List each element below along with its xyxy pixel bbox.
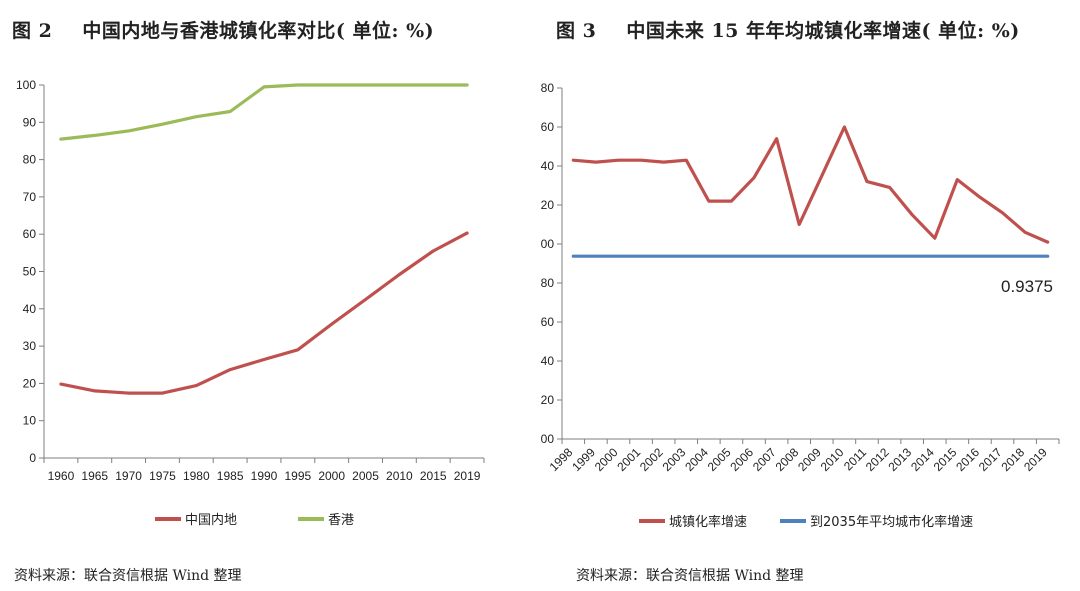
y-tick-label: 40 bbox=[23, 302, 37, 316]
x-tick-label: 1990 bbox=[251, 469, 278, 483]
y-tick-label: 1.60 bbox=[540, 120, 554, 134]
x-tick-label: 2010 bbox=[386, 469, 413, 483]
y-tick-label: 50 bbox=[23, 265, 37, 279]
series-line-1 bbox=[571, 125, 1050, 244]
y-tick-label: 0 bbox=[29, 451, 36, 465]
y-tick-label: 0.60 bbox=[540, 315, 554, 329]
left-title-text: 中国内地与香港城镇化率对比( 单位: %) bbox=[82, 20, 435, 42]
legend-label: 香港 bbox=[328, 513, 354, 528]
right-figure-title: 图 3 中国未来 15 年年均城镇化率增速( 单位: %) bbox=[556, 16, 1020, 43]
x-tick-label: 2001 bbox=[614, 445, 643, 474]
x-tick-label: 2000 bbox=[318, 469, 345, 483]
y-tick-label: 90 bbox=[23, 115, 37, 129]
x-tick-label: 1970 bbox=[115, 469, 142, 483]
y-tick-label: 1.80 bbox=[540, 81, 554, 95]
x-tick-label: 2005 bbox=[352, 469, 379, 483]
x-tick-label: 2003 bbox=[660, 445, 689, 474]
x-tick-label: 2016 bbox=[953, 445, 982, 474]
x-tick-label: 2010 bbox=[818, 445, 847, 474]
x-tick-label: 2002 bbox=[637, 445, 666, 474]
x-tick-label: 1965 bbox=[81, 469, 108, 483]
y-tick-label: 0.00 bbox=[540, 432, 554, 446]
series-line-1 bbox=[59, 231, 469, 395]
x-tick-label: 2018 bbox=[998, 445, 1027, 474]
left-chart: 0 10 20 30 40 50 60 70 80 90 100 1960 1965 1970 1975 19… bbox=[16, 78, 485, 528]
y-tick-label: 0.40 bbox=[540, 354, 554, 368]
left-figure-number: 图 2 bbox=[12, 20, 53, 42]
x-tick-label: 2019 bbox=[1021, 445, 1050, 474]
x-tick-label: 1975 bbox=[149, 469, 176, 483]
x-tick-label: 2005 bbox=[705, 445, 734, 474]
legend-label: 中国内地 bbox=[185, 512, 237, 528]
x-tick-label: 2019 bbox=[454, 469, 481, 483]
x-tick-label: 2000 bbox=[592, 445, 621, 474]
x-tick-label: 2014 bbox=[908, 445, 937, 474]
y-tick-label: 1.40 bbox=[540, 159, 554, 173]
x-tick-label: 1980 bbox=[183, 469, 210, 483]
left-panel: 图 2 中国内地与香港城镇化率对比( 单位: %) 0 10 20 30 40 50 60 70… bbox=[12, 16, 485, 584]
y-tick-label: 100 bbox=[16, 78, 36, 92]
x-tick-label: 1995 bbox=[284, 469, 311, 483]
x-tick-label: 1960 bbox=[48, 469, 75, 483]
x-tick-label: 1999 bbox=[569, 445, 598, 474]
series-line-2 bbox=[59, 83, 469, 141]
x-tick-label: 2007 bbox=[750, 445, 779, 474]
right-source-note: 资料来源：联合资信根据 Wind 整理 bbox=[576, 568, 804, 584]
legend-label: 到2035年平均城市化率增速 bbox=[810, 514, 973, 530]
y-tick-label: 0.80 bbox=[540, 276, 554, 290]
right-panel: 图 3 中国未来 15 年年均城镇化率增速( 单位: %) 0.9375 0.00… bbox=[540, 0, 1080, 591]
x-tick-label: 2017 bbox=[976, 445, 1005, 474]
left-source-note: 资料来源：联合资信根据 Wind 整理 bbox=[14, 568, 242, 584]
annotation-value-label: 0.9375 bbox=[1001, 277, 1053, 296]
x-tick-label: 2013 bbox=[885, 445, 914, 474]
left-figure-title: 图 2 中国内地与香港城镇化率对比( 单位: %) bbox=[12, 16, 434, 43]
y-tick-label: 1.00 bbox=[540, 237, 554, 251]
y-tick-label: 1.20 bbox=[540, 198, 554, 212]
right-figure-number: 图 3 bbox=[556, 20, 597, 42]
right-chart: 0.9375 0.00 0.20 0.40 0.60 0.80 1.00 1.20 1.40 1… bbox=[540, 81, 1060, 530]
legend-label: 城镇化率增速 bbox=[669, 514, 747, 530]
y-tick-label: 10 bbox=[23, 414, 37, 428]
y-tick-label: 0.20 bbox=[540, 393, 554, 407]
x-tick-label: 2008 bbox=[773, 445, 802, 474]
y-tick-label: 60 bbox=[23, 227, 37, 241]
x-tick-label: 1998 bbox=[547, 445, 576, 474]
y-tick-label: 30 bbox=[23, 339, 37, 353]
x-tick-label: 2015 bbox=[420, 469, 447, 483]
x-tick-label: 2009 bbox=[795, 445, 824, 474]
x-tick-label: 2011 bbox=[841, 445, 869, 473]
x-tick-label: 2015 bbox=[931, 445, 960, 474]
right-title-text: 中国未来 15 年年均城镇化率增速( 单位: %) bbox=[626, 20, 1020, 42]
x-tick-label: 1985 bbox=[217, 469, 244, 483]
x-tick-label: 2012 bbox=[863, 445, 892, 474]
y-tick-label: 20 bbox=[23, 376, 37, 390]
y-tick-label: 80 bbox=[23, 153, 37, 167]
y-tick-label: 70 bbox=[23, 190, 37, 204]
x-tick-label: 2006 bbox=[727, 445, 756, 474]
x-tick-label: 2004 bbox=[682, 445, 711, 474]
